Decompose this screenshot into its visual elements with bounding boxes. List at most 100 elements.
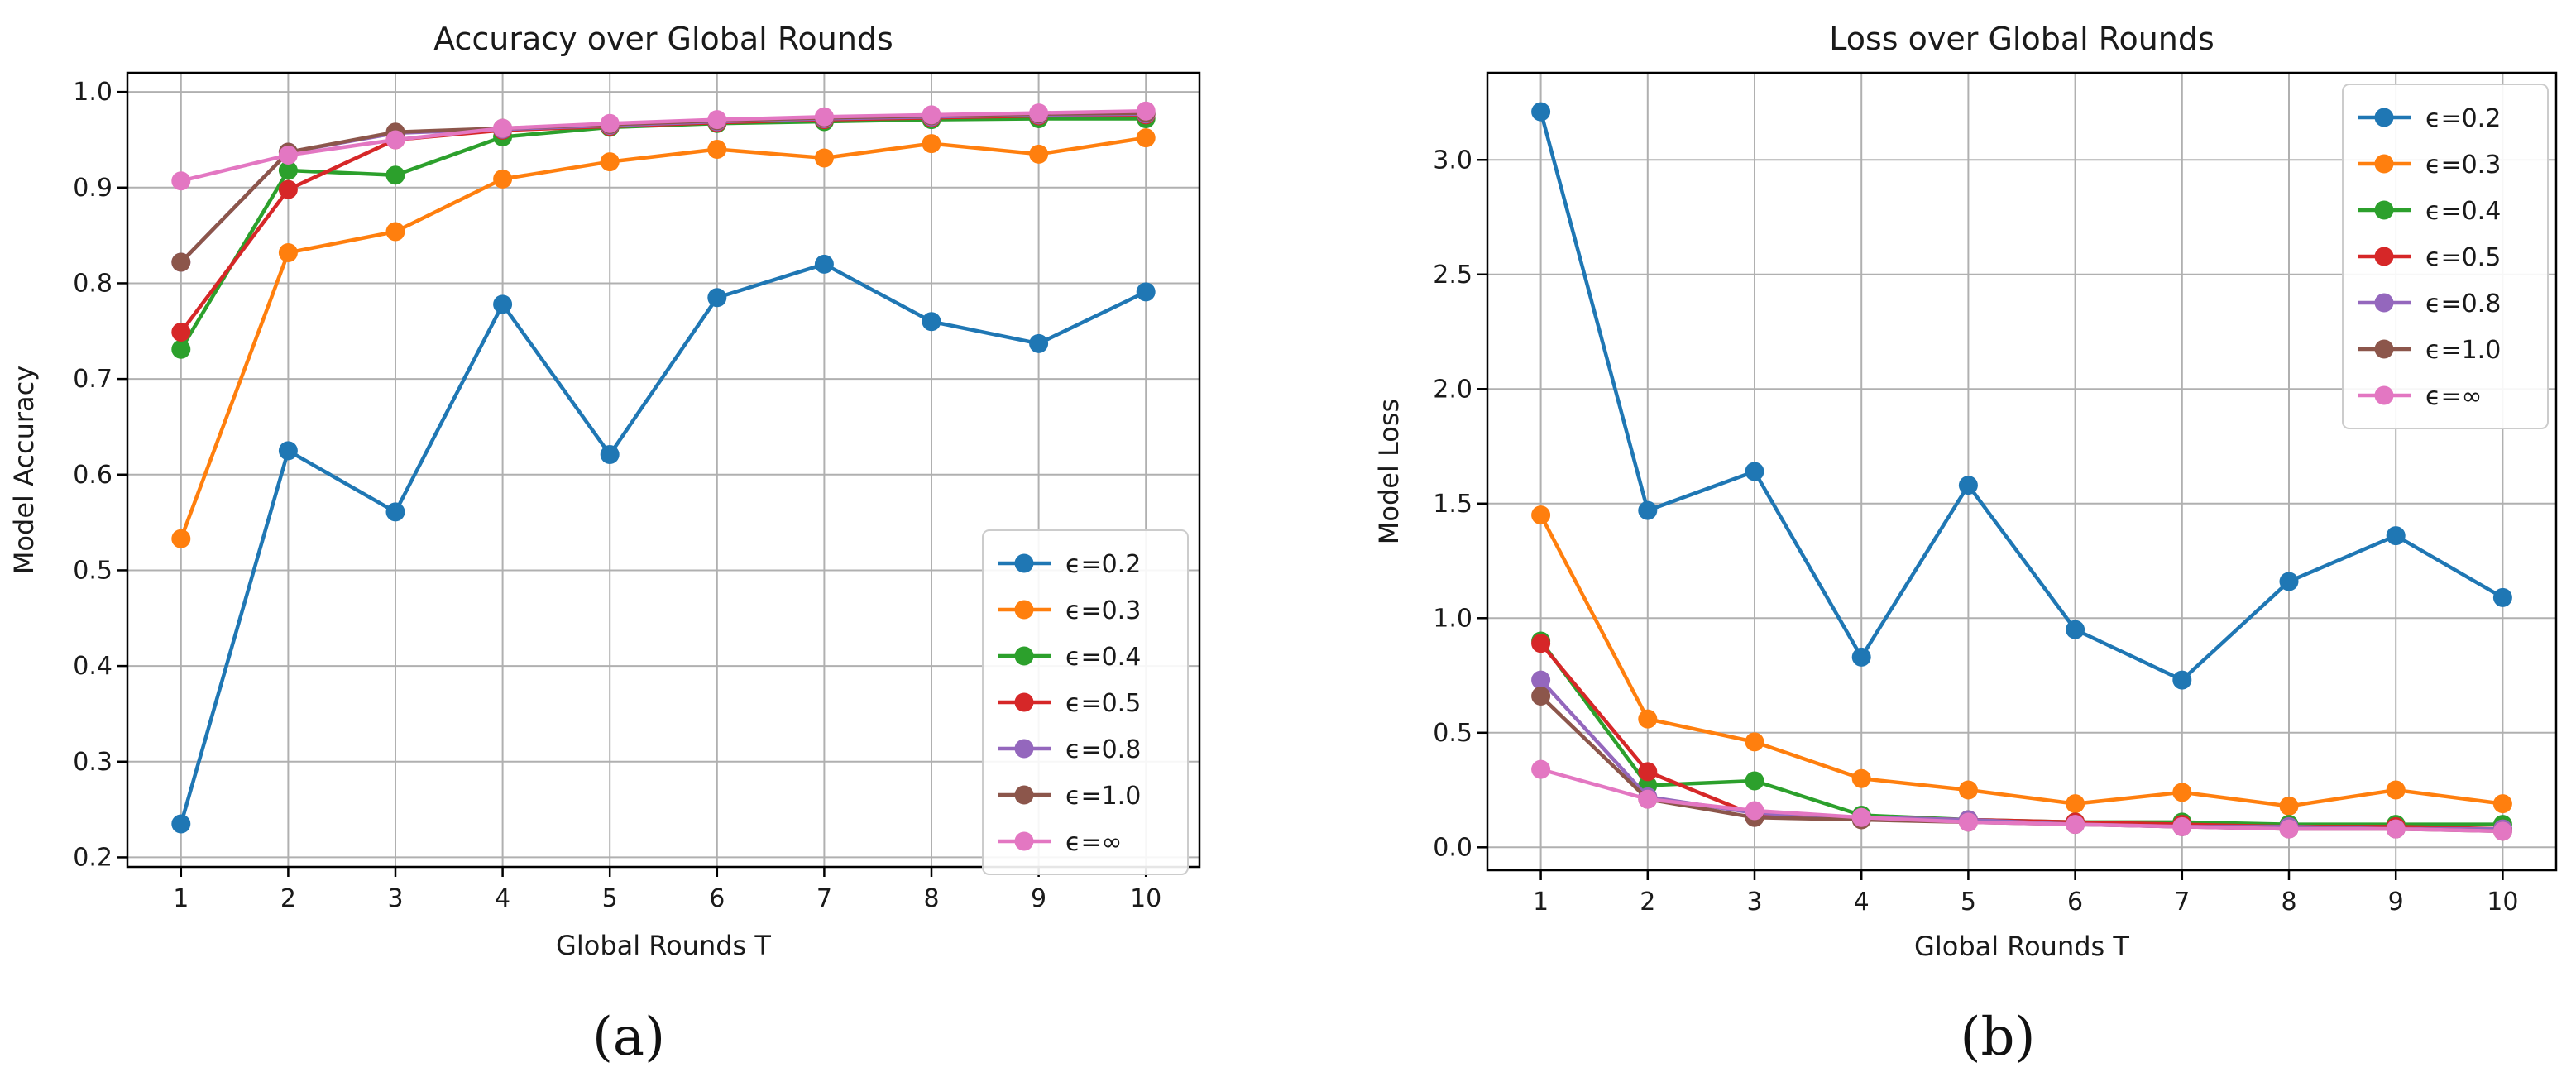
- series-line: [179, 262, 1147, 825]
- legend-marker: [1014, 785, 1034, 805]
- data-point: [385, 130, 405, 150]
- legend-label: ϵ=0.5: [2425, 243, 2501, 272]
- series-line: [1539, 767, 2503, 834]
- x-tick-label: 5: [602, 884, 618, 913]
- x-tick-label: 1: [173, 884, 189, 913]
- data-point: [385, 165, 405, 185]
- chart-title: Accuracy over Global Rounds: [433, 21, 893, 57]
- data-point: [278, 441, 298, 461]
- data-point: [2066, 794, 2085, 814]
- plot-frame: [1486, 71, 2558, 872]
- legend: ϵ=0.2 ϵ=0.3 ϵ=0.4 ϵ=0.5 ϵ=0.8 ϵ=1.0 ϵ=∞: [982, 529, 1189, 875]
- data-point: [2172, 816, 2192, 836]
- y-tick-label: 0.0: [1433, 833, 1472, 862]
- data-point: [1029, 103, 1049, 123]
- data-point: [1638, 500, 1658, 520]
- data-point: [171, 171, 191, 191]
- data-point: [1531, 634, 1551, 653]
- data-point: [171, 252, 191, 272]
- chart-title: Loss over Global Rounds: [1829, 21, 2214, 57]
- y-tick-label: 0.2: [73, 843, 113, 872]
- data-point: [922, 134, 941, 154]
- data-point: [171, 322, 191, 342]
- x-tick-label: 2: [280, 884, 296, 913]
- y-tick-label: 0.7: [73, 365, 113, 394]
- x-tick-label: 7: [2174, 888, 2190, 917]
- legend-label: ϵ=0.3: [1065, 596, 1141, 625]
- data-point: [600, 113, 620, 133]
- series-ϵ=∞: [1531, 759, 2512, 841]
- series-line: [180, 112, 1147, 333]
- chart-accuracy: 1 2 3 4 5 6 7 8 9 10 0.2 0.3 0.4 0.5 0.6 0.7 0.8 0.9 1.0 Ac…: [8, 21, 1201, 1068]
- data-point: [278, 242, 298, 262]
- x-axis-label: Global Rounds T: [556, 930, 771, 961]
- data-point: [814, 254, 834, 274]
- x-tick-label: 10: [2487, 888, 2518, 917]
- x-tick-label: 4: [1854, 888, 1870, 917]
- x-axis-label: Global Rounds T: [1914, 931, 2129, 962]
- series-line: [1539, 514, 2503, 808]
- data-point: [1136, 128, 1156, 148]
- legend-label: ϵ=1.0: [2425, 336, 2501, 365]
- legend-label: ϵ=0.4: [2425, 197, 2501, 226]
- y-tick-label: 0.3: [73, 748, 113, 777]
- legend-box: [982, 529, 1189, 875]
- data-point: [2386, 780, 2406, 800]
- data-point: [1638, 789, 1658, 809]
- legend-label: ϵ=0.3: [2425, 151, 2501, 180]
- legend-marker: [1014, 600, 1034, 620]
- legend-label: ϵ=0.5: [1065, 689, 1141, 718]
- data-point: [814, 148, 834, 168]
- data-point: [493, 118, 513, 138]
- series-line: [179, 117, 1147, 351]
- data-point: [2066, 815, 2085, 835]
- series-line: [1539, 694, 2503, 834]
- series-ϵ=0.2: [171, 254, 1156, 834]
- data-point: [493, 294, 513, 314]
- legend-label: ϵ=1.0: [1065, 782, 1141, 811]
- data-point: [1745, 462, 1764, 481]
- legend-marker: [1014, 646, 1034, 666]
- data-point: [2066, 620, 2085, 639]
- series-line: [1539, 111, 2504, 682]
- legend-marker: [1014, 739, 1034, 759]
- legend-marker: [1014, 692, 1034, 712]
- x-tick-label: 8: [2281, 888, 2296, 917]
- x-tick-label: 6: [709, 884, 725, 913]
- data-point: [171, 814, 191, 834]
- x-tick-label: 2: [1640, 888, 1655, 917]
- data-point: [2492, 821, 2512, 841]
- data-point: [2386, 526, 2406, 546]
- x-tick-label: 3: [1746, 888, 1762, 917]
- data-point: [2279, 796, 2299, 816]
- data-point: [2492, 587, 2512, 607]
- legend: ϵ=0.2 ϵ=0.3 ϵ=0.4 ϵ=0.5 ϵ=0.8 ϵ=1.0 ϵ=∞: [2342, 84, 2549, 429]
- y-tick-label: 0.5: [73, 556, 113, 585]
- data-point: [1136, 101, 1156, 121]
- legend-marker: [2374, 108, 2394, 127]
- x-tick-label: 6: [2067, 888, 2083, 917]
- series-ϵ=0.8: [1531, 670, 2512, 839]
- data-point: [1136, 282, 1156, 302]
- series-ϵ=0.5: [1531, 634, 2512, 839]
- y-tick-label: 2.5: [1433, 261, 1472, 290]
- x-tick-label: 9: [2388, 888, 2404, 917]
- data-point: [922, 105, 941, 125]
- y-tick-label: 0.6: [73, 461, 113, 490]
- series-line: [180, 109, 1147, 183]
- data-point: [1531, 759, 1551, 779]
- data-point: [1745, 771, 1764, 791]
- legend-label: ϵ=0.4: [1065, 643, 1141, 672]
- legend-label: ϵ=0.2: [2425, 104, 2501, 133]
- data-point: [385, 502, 405, 522]
- data-point: [2172, 783, 2192, 802]
- series-ϵ=∞: [171, 101, 1156, 191]
- data-point: [1958, 812, 1978, 832]
- data-point: [707, 288, 727, 308]
- data-point: [1531, 686, 1551, 706]
- data-point: [1638, 762, 1658, 782]
- data-point: [600, 444, 620, 464]
- series-ϵ=0.5: [171, 105, 1156, 342]
- data-point: [1029, 144, 1049, 164]
- y-tick-label: 2.0: [1433, 375, 1472, 404]
